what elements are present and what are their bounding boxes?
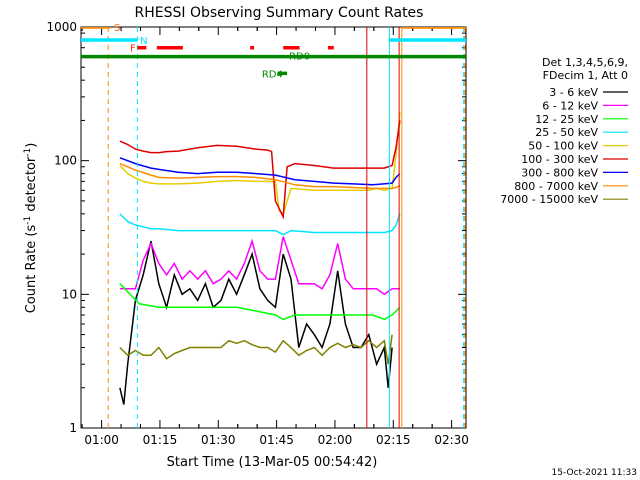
x-tick-label: 01:45 (259, 433, 294, 447)
series-line (119, 334, 393, 365)
legend-item-label: 7000 - 15000 keV (500, 193, 598, 206)
x-tick-label: 01:00 (84, 433, 119, 447)
y-axis-label-part-3: ) (24, 143, 39, 148)
x-tick-label: 02:30 (434, 433, 469, 447)
chart-title: RHESSI Observing Summary Count Rates (135, 5, 424, 21)
y-axis-label-exponent-1: -1 (23, 216, 33, 225)
y-axis-label: Count Rate (s-1 detector-1) (23, 143, 39, 314)
legend-item-label: 12 - 25 keV (535, 113, 598, 126)
x-tick-label: 02:00 (318, 433, 353, 447)
legend-item-label: 100 - 300 keV (521, 153, 598, 166)
status-annotation-label: S (114, 23, 120, 34)
series-line (119, 162, 401, 190)
status-layer (81, 27, 466, 76)
x-axis-label: Start Time (13-Mar-05 00:54:42) (167, 455, 378, 470)
series-line (119, 120, 401, 220)
legend-item-label: 25 - 50 keV (535, 126, 598, 139)
legend-item-label: 3 - 6 keV (549, 86, 598, 99)
series-line (119, 240, 393, 405)
status-annotation-label: N (140, 36, 147, 47)
series-line (119, 213, 401, 236)
y-tick-label: 1000 (46, 20, 77, 34)
legend-item-label: 300 - 800 keV (521, 166, 598, 179)
status-annotation-label: F (130, 44, 136, 55)
y-tick-label: 1 (69, 421, 77, 435)
y-tick-label: 10 (62, 287, 77, 301)
series-line (119, 236, 400, 296)
x-tick-label: 02:15 (376, 433, 411, 447)
legend-header-line-1: Det 1,3,4,5,6,9, (542, 56, 628, 69)
status-annotation-label: RD4 (262, 69, 283, 80)
series-line (119, 157, 401, 186)
legend-item-label: 800 - 7000 keV (514, 180, 598, 193)
x-tick-label: 01:30 (201, 433, 236, 447)
series-line (119, 283, 401, 321)
footer-date: 15-Oct-2021 11:33 (552, 468, 637, 478)
series-line (119, 112, 401, 216)
marker-layer: SNFRD0RD4 (107, 23, 466, 428)
y-tick-label: 100 (54, 154, 77, 168)
x-tick-label: 01:15 (143, 433, 178, 447)
legend-item-label: 6 - 12 keV (542, 99, 598, 112)
axes-layer: 01:00 01:15 01:30 01:45 02:00 02:15 02:30 1 10 10… (46, 20, 468, 447)
data-layer (119, 112, 401, 405)
y-axis-label-part-2: detector (24, 156, 39, 216)
legend-item-label: 50 - 100 keV (528, 140, 598, 153)
legend-header-line-2: FDecim 1, Att 0 (543, 69, 628, 82)
y-axis-label-exponent-2: -1 (23, 148, 33, 157)
y-axis-label-part-1: Count Rate (s (24, 225, 39, 314)
plot-frame (80, 26, 467, 429)
legend: Det 1,3,4,5,6,9, FDecim 1, Att 0 3 - 6 k… (500, 56, 628, 206)
